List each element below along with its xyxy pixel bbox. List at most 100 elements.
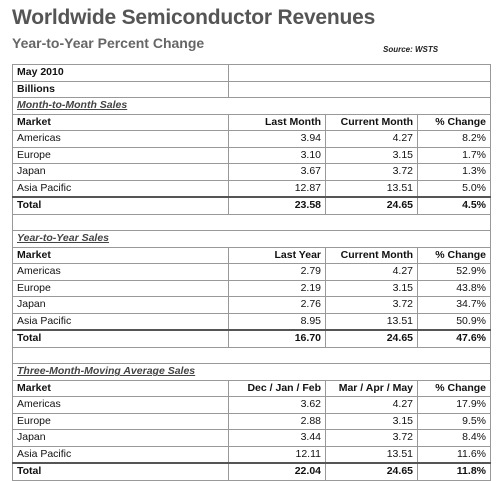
revenue-table: May 2010 Billions Month-to-Month Sales Mark… (12, 64, 491, 481)
cell: Billions (12, 80, 229, 98)
data-row: Europe 2.19 3.15 43.8% (12, 279, 491, 297)
section-title-row: Three-Month-Moving Average Sales (12, 363, 491, 381)
cell: 52.9% (417, 263, 491, 281)
header-row: Market Dec / Jan / Feb Mar / Apr / May% Ch… (12, 379, 491, 397)
data-row: Japan 3.67 3.72 1.3% (12, 163, 491, 181)
cell: 23.58 (228, 196, 326, 215)
data-row: Americas 2.79 4.27 52.9% (12, 263, 491, 281)
data-row: Japan 3.44 3.72 8.4% (12, 429, 491, 447)
cell: Japan (12, 296, 229, 314)
cell (228, 80, 491, 98)
cell: 3.72 (325, 296, 418, 314)
cell: Market (12, 246, 229, 264)
cell: Three-Month-Moving Average Sales (12, 363, 491, 381)
cell: 2.76 (228, 296, 326, 314)
header-row: Market Last Year Current Month% Change (12, 246, 491, 264)
cell: Last Year (228, 246, 326, 264)
data-row: Asia Pacific 12.87 13.51 5.0% (12, 179, 491, 198)
data-row: Americas 3.62 4.27 17.9% (12, 396, 491, 414)
cell: Market (12, 379, 229, 397)
cell: 3.67 (228, 163, 326, 181)
cell: 4.27 (325, 263, 418, 281)
cell: 8.2% (417, 130, 491, 148)
data-row: Americas 3.94 4.27 8.2% (12, 130, 491, 148)
cell: 12.11 (228, 445, 326, 464)
cell: 3.44 (228, 429, 326, 447)
cell: 47.6% (417, 329, 491, 348)
cell: 3.94 (228, 130, 326, 148)
cell: 8.4% (417, 429, 491, 447)
cell: 1.3% (417, 163, 491, 181)
cell: Asia Pacific (12, 445, 229, 464)
cell: 24.65 (325, 196, 418, 215)
cell: 2.79 (228, 263, 326, 281)
cell: 3.62 (228, 396, 326, 414)
header-row: Market Last Month Current Month% Change (12, 113, 491, 131)
cell: 13.51 (325, 445, 418, 464)
cell: 3.72 (325, 429, 418, 447)
cell: 11.6% (417, 445, 491, 464)
cell: % Change (417, 113, 491, 131)
cell: 2.88 (228, 412, 326, 430)
source: Source: WSTS (383, 45, 439, 54)
cell: 3.10 (228, 146, 326, 164)
section-title-row: Month-to-Month Sales (12, 97, 491, 115)
spacer-row (12, 213, 491, 231)
cell: Europe (12, 412, 229, 430)
cell: Americas (12, 263, 229, 281)
cell: 11.8% (417, 462, 491, 481)
cell (228, 64, 491, 82)
subtitle: Year-to-Year Percent Change (12, 35, 205, 51)
cell: 3.15 (325, 412, 418, 430)
unit-row: Billions (12, 80, 491, 98)
cell: Mar / Apr / May (325, 379, 418, 397)
cell: May 2010 (12, 64, 229, 82)
data-row: Europe 3.10 3.15 1.7% (12, 146, 491, 164)
cell: Americas (12, 396, 229, 414)
spacer-row (12, 346, 491, 364)
total-row: Total 23.58 24.65 4.5% (12, 196, 491, 215)
cell: Americas (12, 130, 229, 148)
cell: Total (12, 462, 229, 481)
cell: % Change (417, 246, 491, 264)
cell: Japan (12, 429, 229, 447)
cell: % Change (417, 379, 491, 397)
data-row: Asia Pacific 12.11 13.51 11.6% (12, 445, 491, 464)
cell: 1.7% (417, 146, 491, 164)
cell: Japan (12, 163, 229, 181)
cell: Last Month (228, 113, 326, 131)
cell: 4.27 (325, 130, 418, 148)
cell: 13.51 (325, 179, 418, 198)
date-row: May 2010 (12, 64, 491, 82)
cell: 43.8% (417, 279, 491, 297)
cell: Europe (12, 279, 229, 297)
cell: 3.15 (325, 146, 418, 164)
data-row: Japan 2.76 3.72 34.7% (12, 296, 491, 314)
cell: Total (12, 196, 229, 215)
cell: 8.95 (228, 312, 326, 331)
cell: 34.7% (417, 296, 491, 314)
cell: 3.72 (325, 163, 418, 181)
title: Worldwide Semiconductor Revenues (12, 6, 376, 29)
cell: 4.27 (325, 396, 418, 414)
cell: Total (12, 329, 229, 348)
cell: Month-to-Month Sales (12, 97, 491, 115)
cell: 4.5% (417, 196, 491, 215)
cell: 22.04 (228, 462, 326, 481)
cell: 16.70 (228, 329, 326, 348)
data-row: Asia Pacific 8.95 13.51 50.9% (12, 312, 491, 331)
cell: 5.0% (417, 179, 491, 198)
cell: 12.87 (228, 179, 326, 198)
data-row: Europe 2.88 3.15 9.5% (12, 412, 491, 430)
cell: Year-to-Year Sales (12, 230, 491, 248)
cell: 2.19 (228, 279, 326, 297)
cell: Europe (12, 146, 229, 164)
section-title-row: Year-to-Year Sales (12, 230, 491, 248)
cell: Asia Pacific (12, 312, 229, 331)
cell: 24.65 (325, 329, 418, 348)
cell: Asia Pacific (12, 179, 229, 198)
cell: Current Month (325, 113, 418, 131)
cell (12, 346, 491, 364)
cell: Market (12, 113, 229, 131)
